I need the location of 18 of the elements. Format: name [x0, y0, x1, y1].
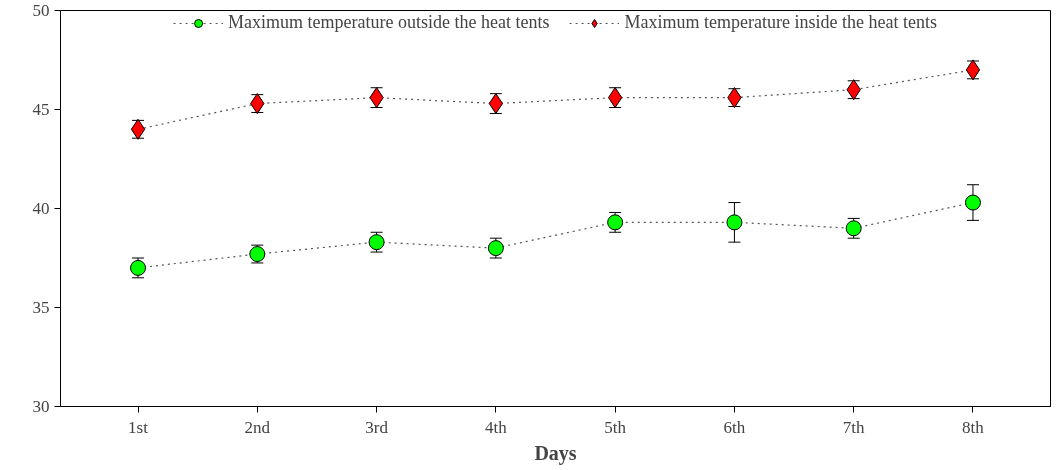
x-tick-label: 6th [723, 417, 746, 437]
x-tick-label: 3rd [365, 417, 389, 437]
x-tick-label: 2nd [244, 417, 271, 437]
y-tick-label: 35 [32, 298, 50, 317]
legend-label: Maximum temperature inside the heat tents [624, 12, 937, 33]
y-tick-label: 45 [32, 100, 50, 119]
y-tick-label: 50 [32, 1, 50, 20]
x-tick-label: 7th [842, 417, 866, 437]
point [726, 214, 743, 231]
x-tick-label: 5th [604, 417, 627, 437]
y-tick-label: 40 [32, 199, 50, 218]
x-axis-title: Days [534, 441, 577, 465]
legend-label: Maximum temperature outside the heat tents [228, 12, 550, 33]
x-tick-label: 8th [962, 417, 985, 437]
x-tick-label: 4th [485, 417, 508, 437]
y-tick-label: 30 [32, 397, 50, 416]
x-tick-label: 1st [128, 417, 149, 437]
point [964, 194, 981, 211]
